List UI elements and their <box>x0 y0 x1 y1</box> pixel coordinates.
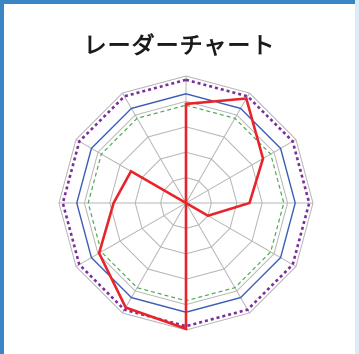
grid-spoke <box>185 92 250 204</box>
grid-spoke <box>122 92 187 204</box>
chart-title: レーダーチャート <box>83 33 276 59</box>
grid-spoke <box>75 202 187 267</box>
grid-spoke <box>185 202 250 314</box>
series-red-line <box>97 97 265 331</box>
series-purple-line <box>61 78 311 328</box>
grid-spoke <box>122 202 187 314</box>
grid-spoke <box>185 139 297 204</box>
